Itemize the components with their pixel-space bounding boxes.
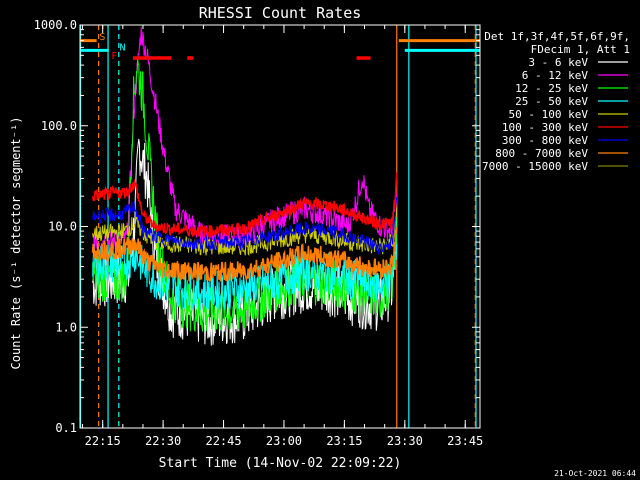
marker-label-1: N — [119, 42, 125, 53]
x-tick-label-1: 22:30 — [145, 434, 181, 448]
legend-label-0: 3 - 6 keV — [528, 56, 588, 69]
footer-date: 21-Oct-2021 06:44 — [554, 469, 636, 478]
legend-label-3: 25 - 50 keV — [515, 95, 588, 108]
legend-header-line-2: FDecim 1, Att 1 — [531, 43, 630, 56]
marker-label-0: S — [99, 32, 105, 43]
x-tick-label-6: 23:45 — [447, 434, 483, 448]
x-axis-label: Start Time (14-Nov-02 22:09:22) — [159, 456, 402, 471]
legend-label-2: 12 - 25 keV — [515, 82, 588, 95]
legend-label-5: 100 - 300 keV — [502, 121, 588, 134]
series-line-2 — [92, 58, 398, 333]
legend-header-line-1: Det 1f,3f,4f,5f,6f,9f, — [484, 30, 630, 43]
legend: Det 1f,3f,4f,5f,6f,9f, FDecim 1, Att 1 3… — [482, 30, 630, 173]
x-tick-label-3: 23:00 — [266, 434, 302, 448]
y-tick-label-4: 0.1 — [55, 421, 77, 435]
marker-label-2: F — [111, 51, 117, 62]
x-tick-label-4: 23:15 — [326, 434, 362, 448]
legend-label-6: 300 - 800 keV — [502, 134, 588, 147]
chart-title: RHESSI Count Rates — [199, 4, 362, 22]
y-axis-label: Count Rate (s⁻¹ detector segment⁻¹) — [9, 117, 23, 370]
legend-label-8: 7000 - 15000 keV — [482, 160, 588, 173]
legend-label-4: 50 - 100 keV — [509, 108, 589, 121]
x-tick-label-5: 23:30 — [387, 434, 423, 448]
y-tick-label-1: 100.0 — [41, 119, 77, 133]
y-tick-label-0: 1000.0 — [34, 18, 77, 32]
x-tick-label-2: 22:45 — [205, 434, 241, 448]
series-line-7 — [91, 227, 398, 283]
x-tick-label-0: 22:15 — [85, 434, 121, 448]
series-line-5 — [91, 172, 398, 240]
y-tick-label-2: 10.0 — [48, 220, 77, 234]
legend-label-1: 6 - 12 keV — [522, 69, 589, 82]
y-tick-label-3: 1.0 — [55, 320, 77, 334]
series-line-6 — [92, 197, 398, 256]
legend-label-7: 800 - 7000 keV — [495, 147, 588, 160]
